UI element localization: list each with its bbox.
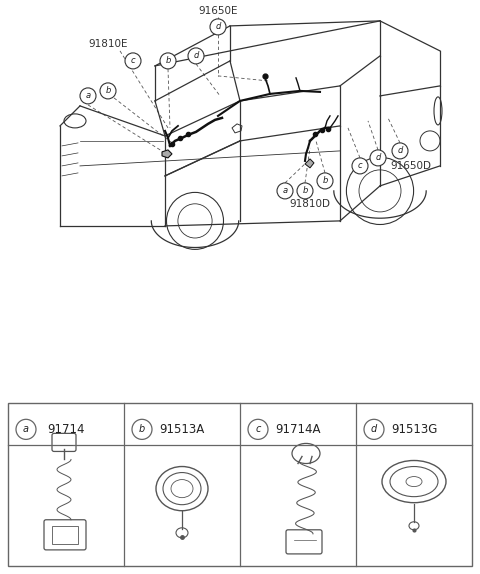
Circle shape: [132, 419, 152, 440]
Text: 91810D: 91810D: [289, 199, 331, 209]
Text: d: d: [371, 424, 377, 435]
Text: a: a: [23, 424, 29, 435]
Circle shape: [188, 48, 204, 64]
Text: 91714: 91714: [47, 423, 85, 436]
Text: d: d: [375, 153, 381, 162]
Text: 91714A: 91714A: [275, 423, 321, 436]
Text: b: b: [165, 56, 171, 65]
Polygon shape: [162, 150, 172, 158]
Circle shape: [125, 53, 141, 69]
Text: c: c: [255, 424, 261, 435]
Circle shape: [277, 183, 293, 199]
Polygon shape: [305, 159, 314, 168]
Circle shape: [160, 53, 176, 69]
Text: d: d: [193, 52, 199, 60]
Circle shape: [16, 419, 36, 440]
Circle shape: [100, 83, 116, 99]
Text: 91513A: 91513A: [159, 423, 204, 436]
Circle shape: [210, 19, 226, 35]
Circle shape: [80, 88, 96, 104]
Circle shape: [392, 143, 408, 159]
Circle shape: [248, 419, 268, 440]
Text: b: b: [322, 176, 328, 185]
Circle shape: [364, 419, 384, 440]
Text: 91513G: 91513G: [391, 423, 437, 436]
Text: b: b: [302, 187, 308, 195]
Text: d: d: [397, 146, 403, 156]
Text: d: d: [216, 22, 221, 32]
Text: c: c: [131, 56, 135, 65]
Text: 91650E: 91650E: [198, 6, 238, 16]
Circle shape: [370, 150, 386, 166]
Text: a: a: [85, 91, 91, 100]
Text: b: b: [139, 424, 145, 435]
Circle shape: [352, 158, 368, 174]
Bar: [52, 526, 78, 544]
Text: b: b: [105, 87, 111, 95]
Circle shape: [297, 183, 313, 199]
Text: a: a: [282, 187, 288, 195]
Text: c: c: [358, 161, 362, 170]
Circle shape: [317, 173, 333, 189]
Text: 91810E: 91810E: [88, 39, 128, 49]
Text: 91650D: 91650D: [390, 161, 431, 171]
